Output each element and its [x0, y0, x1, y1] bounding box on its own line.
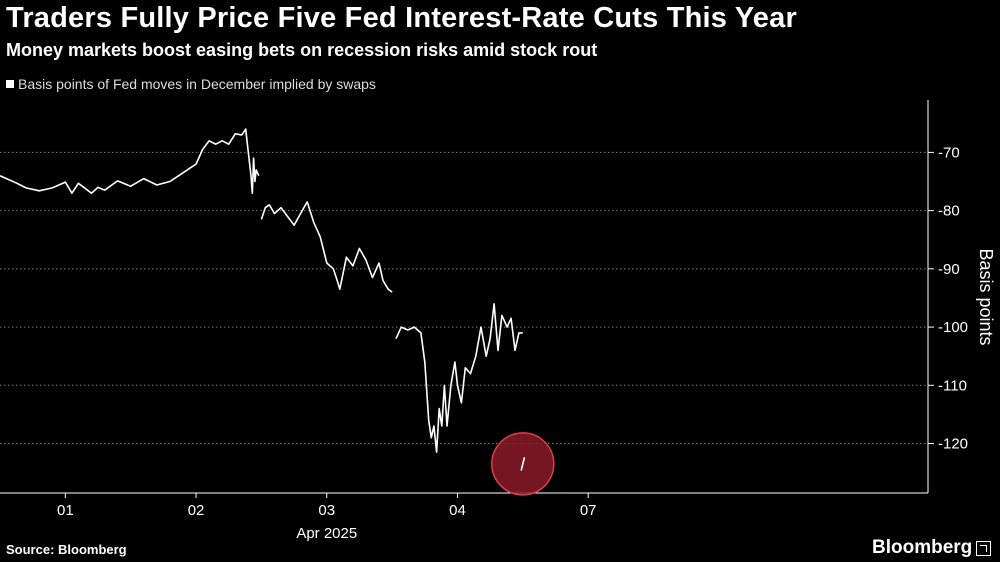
x-axis-sublabel: Apr 2025 [296, 525, 357, 542]
x-tick-label: 02 [188, 502, 205, 519]
series-line-segment [260, 201, 393, 293]
brand-logo: Bloomberg [872, 537, 992, 559]
legend-label: Basis points of Fed moves in December im… [18, 76, 376, 92]
y-tick-label: -120 [938, 436, 968, 453]
y-tick-label: -70 [938, 144, 960, 161]
series-line-segment [0, 128, 260, 194]
x-tick-label: 07 [580, 502, 597, 519]
brand-text: Bloomberg [872, 537, 973, 558]
legend: Basis points of Fed moves in December im… [6, 76, 376, 92]
y-tick-label: -110 [938, 377, 967, 394]
chart-subtitle: Money markets boost easing bets on reces… [6, 40, 598, 60]
x-tick-label: 03 [318, 502, 335, 519]
y-axis-label: Basis points [976, 248, 996, 345]
legend-swatch [6, 80, 14, 88]
x-tick-label: 04 [449, 502, 466, 519]
y-tick-label: -90 [938, 261, 960, 278]
chart-title: Traders Fully Price Five Fed Interest-Ra… [6, 2, 797, 34]
x-tick-label: 01 [57, 502, 74, 519]
series-line-segment [395, 302, 523, 454]
y-tick-label: -100 [938, 319, 968, 336]
source-note: Source: Bloomberg [6, 542, 127, 557]
brand-mark-icon [976, 540, 992, 556]
series-line-segment [520, 457, 526, 471]
y-tick-label: -80 [938, 203, 960, 220]
